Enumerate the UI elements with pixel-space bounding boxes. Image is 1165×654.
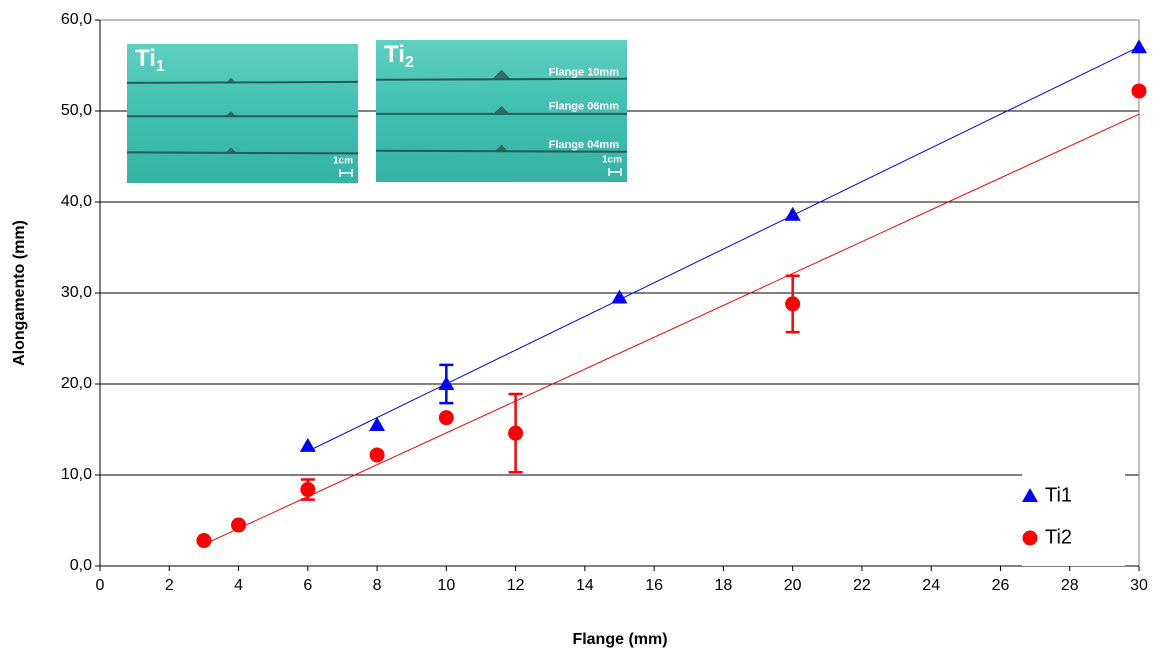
inset-title-sub: 2 <box>405 54 414 71</box>
weld-line <box>126 80 359 84</box>
point <box>784 206 801 221</box>
legend-marker <box>1022 530 1038 546</box>
y-tick-label: 10,0 <box>61 466 92 483</box>
inset-title: Ti2 <box>384 41 414 71</box>
legend-label: Ti1 <box>1045 484 1072 506</box>
point <box>508 425 524 441</box>
y-tick-label: 60,0 <box>61 11 92 28</box>
point <box>438 410 454 426</box>
point <box>785 296 801 312</box>
point <box>369 416 386 431</box>
y-axis-title: Alongamento (mm) <box>11 220 28 366</box>
point <box>299 437 316 452</box>
inset-title: Ti1 <box>135 45 165 75</box>
legend-marker <box>1022 488 1038 502</box>
y-tick-label: 40,0 <box>61 193 92 210</box>
weld-bump <box>225 111 236 117</box>
x-tick-label: 4 <box>234 577 243 594</box>
inset-title-text: Ti <box>384 41 405 68</box>
x-tick-label: 30 <box>1130 577 1148 594</box>
y-tick-label: 20,0 <box>61 375 92 392</box>
point <box>1131 83 1147 99</box>
inset-title-sub: 1 <box>156 58 165 75</box>
weld-bump <box>493 105 510 114</box>
weld-line <box>375 149 628 153</box>
x-tick-label: 2 <box>165 577 174 594</box>
x-tick-label: 10 <box>437 577 455 594</box>
legend-box <box>1022 474 1125 566</box>
weld-line <box>126 151 359 155</box>
x-tick-label: 20 <box>784 577 802 594</box>
x-tick-label: 24 <box>922 577 940 594</box>
weld-bump <box>495 144 508 151</box>
x-tick-label: 22 <box>853 577 871 594</box>
legend-label: Ti2 <box>1045 526 1072 548</box>
inset-title-text: Ti <box>135 45 156 72</box>
point <box>300 482 316 498</box>
weld-bump <box>225 147 236 153</box>
x-tick-label: 6 <box>303 577 312 594</box>
y-tick-label: 50,0 <box>61 102 92 119</box>
point <box>1131 39 1147 54</box>
x-tick-label: 16 <box>645 577 663 594</box>
inset-label: Flange 04mm <box>549 139 620 151</box>
inset-photo <box>127 44 358 183</box>
x-tick-label: 12 <box>507 577 525 594</box>
x-tick-label: 18 <box>715 577 733 594</box>
inset-label: Flange 06mm <box>549 101 620 113</box>
point <box>196 533 212 549</box>
y-tick-label: 0,0 <box>70 557 92 574</box>
point <box>611 289 628 304</box>
inset-label: Flange 10mm <box>549 67 620 79</box>
x-axis-title: Flange (mm) <box>572 631 667 648</box>
trendline <box>203 113 1140 545</box>
x-tick-label: 26 <box>992 577 1010 594</box>
point <box>231 517 247 533</box>
point <box>369 447 385 463</box>
x-tick-label: 14 <box>576 577 594 594</box>
scale-bar <box>339 169 353 177</box>
scale-bar <box>608 168 622 176</box>
weld-bump <box>491 69 512 80</box>
inset-scale: 1cm <box>333 156 353 167</box>
point <box>438 376 455 390</box>
inset-scale: 1cm <box>602 155 622 166</box>
y-tick-label: 30,0 <box>61 284 92 301</box>
x-tick-label: 28 <box>1061 577 1079 594</box>
x-tick-label: 0 <box>96 577 105 594</box>
x-tick-label: 8 <box>373 577 382 594</box>
weld-bump <box>225 77 236 83</box>
